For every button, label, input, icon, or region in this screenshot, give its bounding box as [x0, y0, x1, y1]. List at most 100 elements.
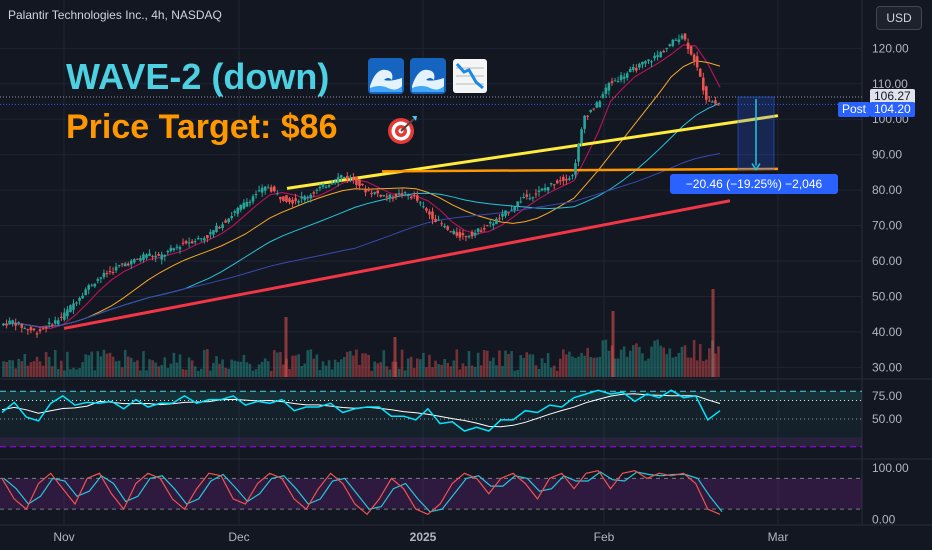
candle-body: [464, 236, 468, 238]
candle-body: [425, 208, 428, 211]
ma-line: [1, 44, 721, 330]
candle-body: [333, 181, 337, 184]
volume-bar: [393, 337, 397, 377]
volume-bar: [66, 351, 69, 377]
candle-body: [437, 219, 440, 221]
volume-bar: [507, 354, 510, 377]
volume-bar: [336, 362, 340, 377]
candle-body: [562, 176, 565, 181]
candle-body: [215, 225, 218, 233]
candle-body: [543, 188, 547, 190]
volume-bar: [525, 352, 529, 377]
rsi-line: [1, 389, 721, 432]
volume-bar: [300, 365, 303, 377]
volume-bar: [203, 349, 206, 377]
candle-body: [698, 68, 702, 77]
stoch-band: [0, 478, 862, 510]
candle-body: [400, 193, 404, 195]
measure-tool: [737, 96, 775, 171]
volume-bar: [11, 360, 14, 377]
candle-body: [84, 289, 87, 296]
volume-bar: [154, 362, 157, 377]
candle-body: [516, 201, 519, 207]
candle-body: [120, 263, 124, 265]
volume-bar: [193, 366, 197, 377]
volume-bar: [306, 350, 310, 377]
candle-body: [428, 211, 431, 215]
volume-bar: [501, 365, 504, 377]
candle-body: [504, 210, 507, 216]
volume-bar: [199, 368, 203, 377]
candle-body: [303, 196, 307, 200]
candle-body: [99, 277, 103, 279]
volume-bar: [166, 368, 170, 377]
candle-body: [403, 192, 407, 194]
volume-bar: [571, 356, 574, 377]
volume-bar: [224, 367, 227, 377]
volume-bar: [519, 355, 523, 377]
volume-bar: [498, 350, 501, 377]
candle-body: [406, 195, 410, 197]
volume-bar: [631, 345, 635, 377]
candle-body: [169, 247, 173, 251]
volume-bar: [130, 357, 133, 377]
volume-bar: [120, 367, 124, 377]
volume-bar: [589, 357, 592, 377]
candle-body: [309, 194, 313, 199]
volume-bar: [41, 365, 45, 377]
volume-bar: [333, 359, 337, 377]
time-tick-label: Dec: [228, 530, 249, 544]
candle-body: [102, 272, 106, 277]
volume-bar: [464, 366, 468, 377]
candle-body: [17, 322, 21, 324]
volume-bar: [717, 346, 720, 377]
volume-bar: [625, 356, 629, 377]
candle-body: [461, 233, 465, 236]
candle-body: [601, 94, 605, 98]
volume-bar: [686, 357, 690, 377]
volume-bar: [72, 367, 75, 377]
volume-bar: [133, 361, 136, 377]
volume-bar: [412, 368, 416, 377]
candle-body: [260, 187, 264, 193]
candle-body: [656, 55, 659, 57]
volume-bar: [361, 353, 364, 377]
ma-line: [1, 152, 721, 328]
candle-body: [136, 258, 139, 260]
candle-body: [373, 192, 376, 194]
price-tick-label: 110.00: [872, 77, 908, 91]
volume-bar: [239, 361, 243, 377]
volume-bar: [531, 354, 535, 377]
candle-body: [552, 184, 556, 186]
time-tick-label: Nov: [53, 530, 74, 544]
candle-body: [668, 44, 672, 46]
volume-bar: [358, 364, 361, 377]
candle-body: [470, 231, 474, 237]
volume-bar: [479, 365, 483, 377]
candle-body: [607, 82, 611, 91]
volume-bar: [495, 365, 498, 377]
candle-body: [306, 196, 310, 198]
candle-body: [346, 175, 349, 180]
volume-bar: [537, 368, 541, 377]
volume-bar: [227, 368, 230, 377]
currency-button[interactable]: USD: [876, 6, 922, 30]
candle-body: [212, 230, 215, 235]
candle-body: [315, 189, 319, 191]
volume-bar: [236, 361, 240, 377]
volume-bar: [32, 361, 36, 377]
candle-body: [558, 180, 562, 182]
candle-body: [294, 198, 297, 202]
volume-bar: [613, 358, 617, 377]
candle-body: [279, 196, 282, 200]
candle-body: [336, 177, 340, 182]
volume-bar: [60, 360, 63, 377]
volume-bar: [431, 367, 434, 377]
candle-body: [619, 75, 623, 81]
candle-body: [659, 51, 662, 58]
candle-body: [199, 238, 203, 240]
price-tick-label: 120.00: [872, 41, 909, 55]
post-label: Post: [838, 102, 871, 118]
candle-body: [349, 177, 352, 179]
